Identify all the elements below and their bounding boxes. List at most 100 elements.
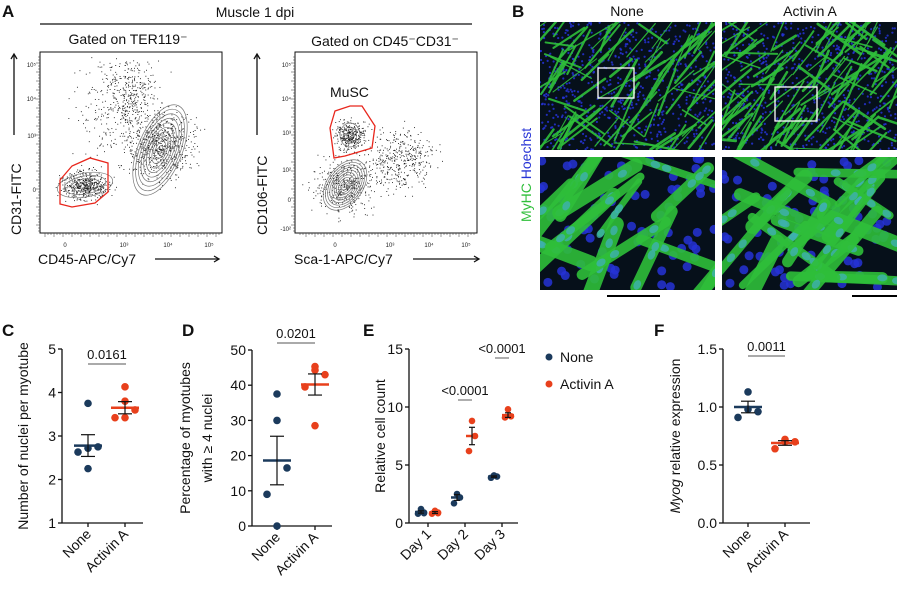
event-dot <box>139 130 141 132</box>
event-dot <box>349 207 351 208</box>
event-dot <box>96 183 98 184</box>
event-dot <box>100 186 102 188</box>
nucleus <box>662 118 666 121</box>
event-dot <box>373 206 375 208</box>
event-dot <box>355 138 356 140</box>
nucleus <box>552 116 555 120</box>
flow-xtick: 10³ <box>386 243 395 249</box>
event-dot <box>398 168 400 170</box>
event-dot <box>144 87 146 89</box>
nucleus <box>876 96 880 99</box>
nucleus <box>547 94 550 97</box>
event-dot <box>168 135 170 137</box>
event-dot <box>387 162 388 164</box>
event-dot <box>140 82 141 83</box>
event-dot <box>127 102 129 103</box>
event-dot <box>116 186 117 188</box>
event-dot <box>73 186 75 188</box>
nucleus <box>762 60 765 64</box>
event-dot <box>142 153 144 155</box>
event-dot <box>338 184 340 186</box>
event-dot <box>383 184 385 186</box>
event-dot <box>400 145 402 147</box>
event-dot <box>404 183 406 185</box>
event-dot <box>353 135 355 137</box>
event-dot <box>115 143 117 145</box>
event-dot <box>359 189 361 191</box>
nucleus <box>546 120 550 123</box>
event-dot <box>397 175 399 177</box>
nucleus <box>765 63 768 66</box>
nucleus <box>879 104 882 107</box>
event-dot <box>134 102 136 104</box>
nucleus <box>775 41 778 44</box>
event-dot <box>86 200 88 202</box>
event-dot <box>137 87 139 89</box>
event-dot <box>105 184 107 186</box>
event-dot <box>125 121 127 123</box>
event-dot <box>360 131 362 133</box>
nucleus <box>833 103 836 106</box>
event-dot <box>337 195 339 196</box>
event-dot <box>419 163 421 165</box>
nucleus <box>548 110 551 113</box>
nucleus <box>728 92 731 95</box>
myonucleus <box>891 277 897 285</box>
nucleus <box>817 33 820 37</box>
event-dot <box>139 78 141 80</box>
event-dot <box>403 162 405 164</box>
nucleus <box>617 100 620 103</box>
event-dot <box>85 178 87 180</box>
event-dot <box>107 107 109 108</box>
event-dot <box>379 149 381 151</box>
nucleus <box>760 104 763 107</box>
event-dot <box>193 156 195 158</box>
event-dot <box>401 180 403 182</box>
nucleus <box>814 57 817 60</box>
event-dot <box>375 141 377 143</box>
event-dot <box>96 204 98 206</box>
event-dot <box>396 158 398 160</box>
event-dot <box>159 86 161 88</box>
event-dot <box>76 182 78 183</box>
event-dot <box>403 163 405 165</box>
event-dot <box>107 144 109 146</box>
event-dot <box>148 136 150 138</box>
event-dot <box>148 131 150 133</box>
nucleus <box>796 34 799 37</box>
event-dot <box>185 160 187 162</box>
event-dot <box>137 138 139 140</box>
event-dot <box>113 142 115 144</box>
myotube <box>841 157 897 191</box>
myotube <box>854 22 870 50</box>
event-dot <box>151 86 153 88</box>
nucleus <box>729 74 733 77</box>
event-dot <box>343 126 345 128</box>
myotube <box>793 167 897 179</box>
event-dot <box>408 150 410 152</box>
nucleus <box>809 111 812 114</box>
event-dot <box>138 63 140 65</box>
nucleus <box>753 108 756 111</box>
myotube <box>871 47 892 88</box>
event-dot <box>422 177 424 179</box>
event-dot <box>365 175 367 177</box>
event-dot <box>160 159 162 161</box>
event-dot <box>188 121 190 123</box>
event-dot <box>347 188 349 190</box>
event-dot <box>73 185 75 187</box>
event-dot <box>173 164 175 166</box>
event-dot <box>124 77 126 79</box>
nucleus <box>608 39 612 42</box>
event-dot <box>365 174 367 176</box>
event-dot <box>167 128 169 129</box>
event-dot <box>428 146 430 148</box>
nucleus <box>785 66 788 69</box>
event-dot <box>315 195 317 197</box>
event-dot <box>350 136 352 138</box>
event-dot <box>427 151 429 153</box>
nucleus <box>837 46 840 49</box>
nucleus <box>709 49 712 52</box>
nucleus <box>650 36 654 39</box>
event-dot <box>410 147 412 149</box>
